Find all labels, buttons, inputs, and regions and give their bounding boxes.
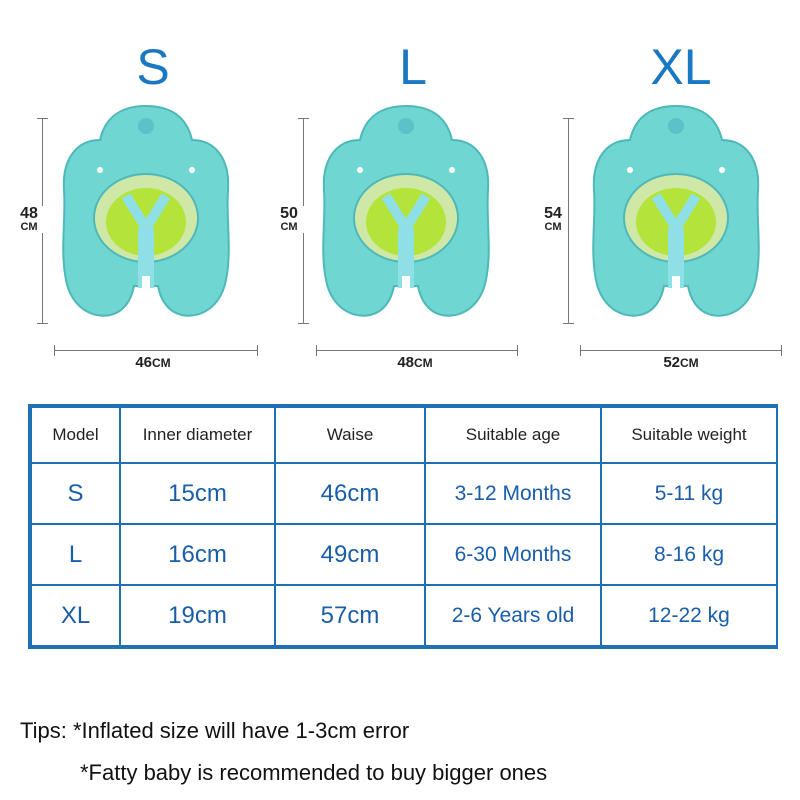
width-label-s: 46CM — [135, 354, 171, 371]
cell-suitable-age: 6-30 Months — [424, 523, 602, 586]
cell-waise: 57cm — [274, 584, 426, 647]
height-line-xl — [563, 118, 574, 324]
cell-model: L — [30, 523, 121, 586]
table-row: S 15cm 46cm 3-12 Months 5-11 kg — [30, 462, 778, 525]
cell-inner-diameter: 15cm — [119, 462, 276, 525]
size-label-s: S — [136, 39, 170, 95]
header-suitable-age: Suitable age — [424, 406, 602, 464]
header-inner-diameter: Inner diameter — [119, 406, 276, 464]
cell-waise: 46cm — [274, 462, 426, 525]
width-label-l: 48CM — [397, 354, 433, 371]
size-label-l: L — [399, 39, 427, 95]
width-line-xl — [580, 345, 782, 356]
table-row: L 16cm 49cm 6-30 Months 8-16 kg — [30, 523, 778, 586]
tip-line-1: Tips: *Inflated size will have 1-3cm err… — [20, 718, 410, 743]
height-label-s: 48 CM — [14, 206, 44, 233]
height-label-l: 50 CM — [274, 206, 304, 233]
cell-waise: 49cm — [274, 523, 426, 586]
cell-inner-diameter: 19cm — [119, 584, 276, 647]
swim-float-image-l — [316, 100, 496, 330]
swim-float-image-xl — [586, 100, 766, 330]
width-line-s — [54, 345, 258, 356]
width-line-l — [316, 345, 518, 356]
header-model: Model — [30, 406, 121, 464]
cell-suitable-weight: 12-22 kg — [600, 584, 778, 647]
swim-float-image-s — [56, 100, 236, 330]
cell-suitable-age: 3-12 Months — [424, 462, 602, 525]
tip-line-2: *Fatty baby is recommended to buy bigger… — [80, 760, 548, 785]
width-label-xl: 52CM — [663, 354, 699, 371]
size-label-xl: XL — [650, 39, 712, 95]
cell-model: S — [30, 462, 121, 525]
height-label-xl: 54 CM — [538, 206, 568, 233]
cell-model: XL — [30, 584, 121, 647]
cell-suitable-age: 2-6 Years old — [424, 584, 602, 647]
table-row: XL 19cm 57cm 2-6 Years old 12-22 kg — [30, 584, 778, 647]
cell-suitable-weight: 8-16 kg — [600, 523, 778, 586]
header-waise: Waise — [274, 406, 426, 464]
table-header-row: Model Inner diameter Waise Suitable age … — [30, 406, 778, 464]
cell-suitable-weight: 5-11 kg — [600, 462, 778, 525]
cell-inner-diameter: 16cm — [119, 523, 276, 586]
header-suitable-weight: Suitable weight — [600, 406, 778, 464]
size-table: Model Inner diameter Waise Suitable age … — [28, 404, 778, 649]
